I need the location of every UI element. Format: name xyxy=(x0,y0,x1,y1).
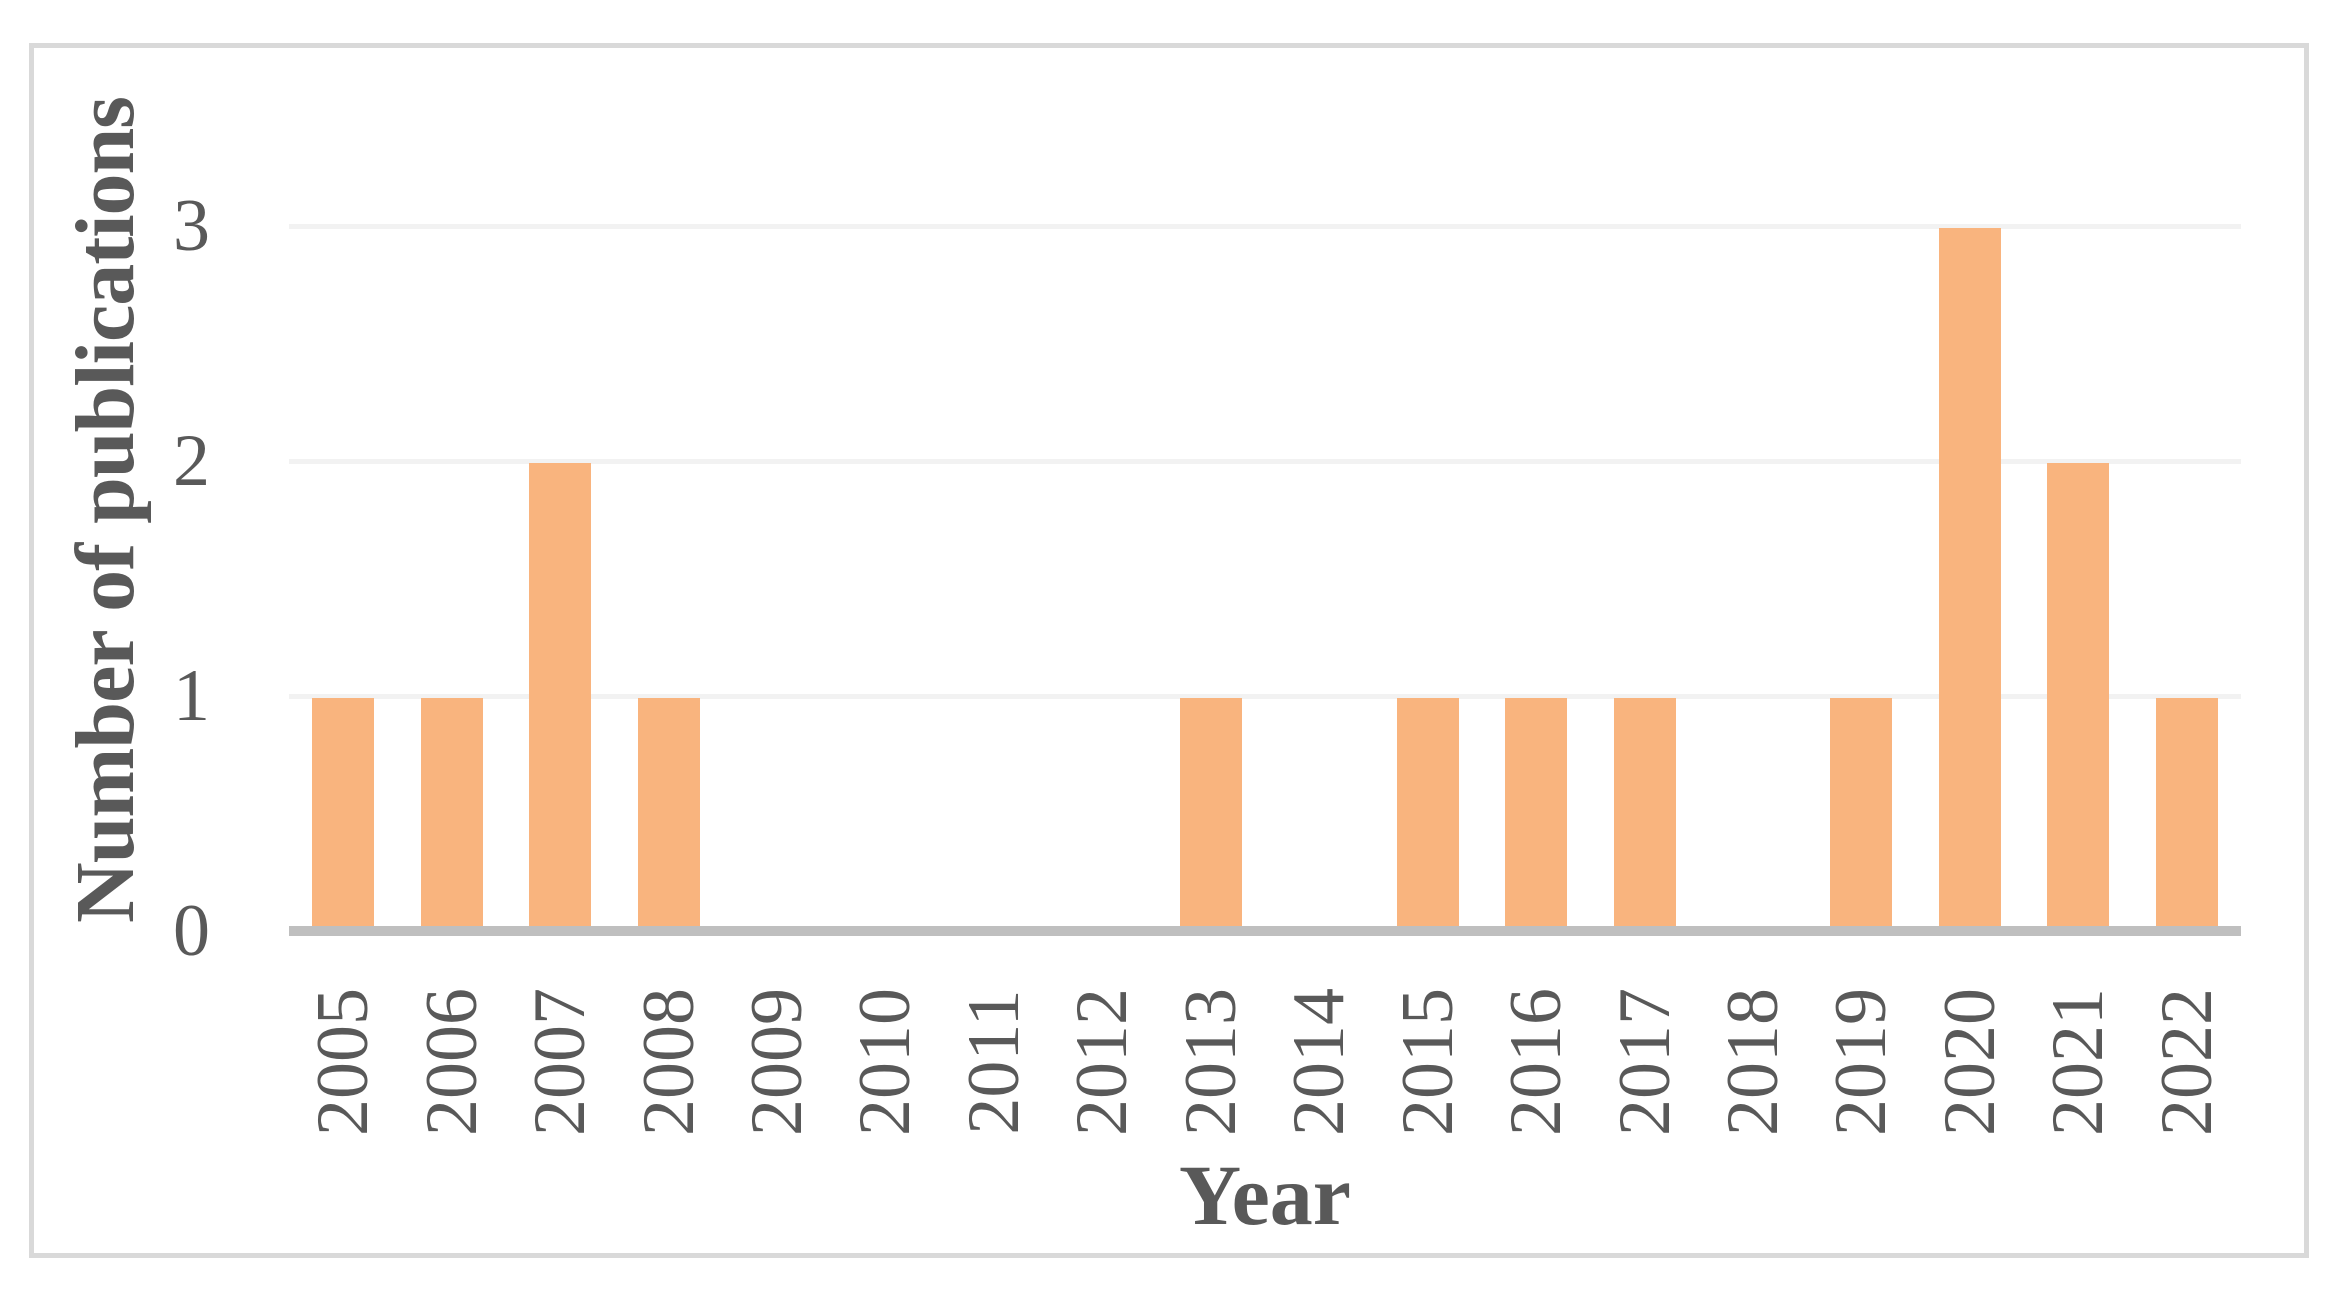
bar-2016 xyxy=(1505,698,1568,926)
bar-2015 xyxy=(1396,698,1459,926)
bar-2021 xyxy=(2047,463,2110,926)
gridline-y-3 xyxy=(289,224,2241,229)
x-axis-title: Year xyxy=(1179,1147,1351,1243)
y-tick-label-2: 2 xyxy=(173,420,210,502)
bar-2019 xyxy=(1830,698,1893,926)
chart-border xyxy=(29,43,2309,1258)
bar-2008 xyxy=(637,698,700,926)
x-axis-line xyxy=(289,926,2241,936)
x-tick-label-2022: 2022 xyxy=(2145,988,2228,1136)
bar-2006 xyxy=(420,698,483,926)
bar-2022 xyxy=(2155,698,2218,926)
y-tick-label-1: 1 xyxy=(173,655,210,737)
y-tick-label-0: 0 xyxy=(173,890,210,972)
gridline-y-2 xyxy=(289,459,2241,464)
bar-2017 xyxy=(1613,698,1676,926)
bar-2013 xyxy=(1179,698,1242,926)
y-axis-title: Number of publications xyxy=(58,97,152,923)
y-tick-label-3: 3 xyxy=(173,185,210,267)
bar-2020 xyxy=(1938,228,2001,926)
bar-2007 xyxy=(529,463,592,926)
gridline-y-1 xyxy=(289,694,2241,699)
bar-2005 xyxy=(312,698,375,926)
